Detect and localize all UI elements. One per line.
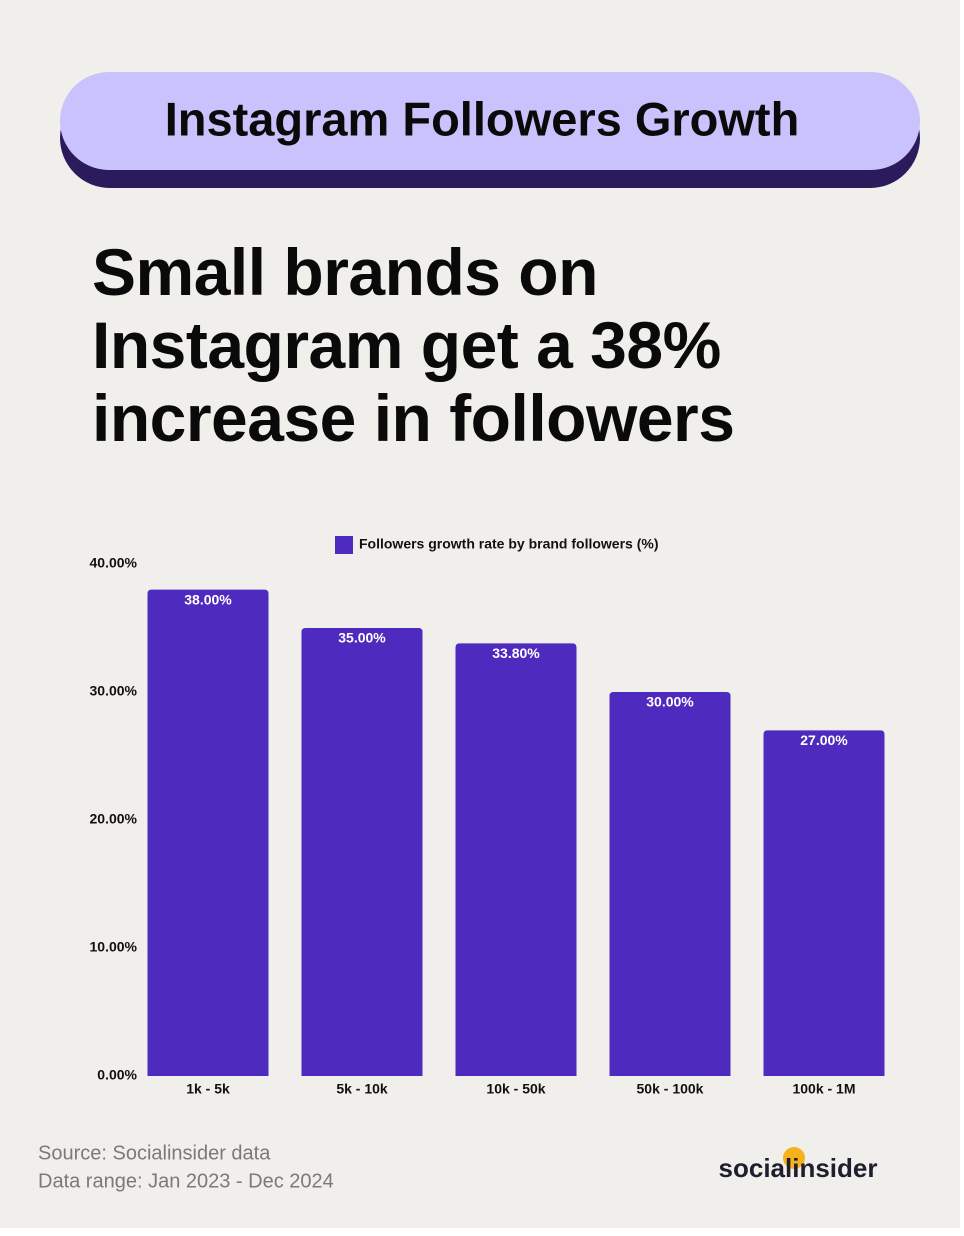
value-label: 33.80% — [492, 645, 540, 661]
source: Source: Socialinsider data — [38, 1142, 271, 1164]
y-tick-label: 30.00% — [90, 683, 138, 699]
bar — [763, 730, 885, 1076]
banner — [60, 72, 920, 170]
logo-dot — [783, 1147, 805, 1169]
x-tick-label: 50k - 100k — [637, 1081, 704, 1097]
bar — [301, 628, 423, 1076]
bar — [147, 589, 269, 1076]
legend-label: Followers growth rate by brand followers… — [359, 536, 658, 552]
x-tick-label: 10k - 50k — [486, 1081, 545, 1097]
value-label: 27.00% — [800, 732, 848, 748]
x-tick-label: 100k - 1M — [792, 1081, 855, 1097]
y-tick-label: 0.00% — [97, 1067, 137, 1083]
x-tick-label: 1k - 5k — [186, 1081, 230, 1097]
headline: Small brands on Instagram get a 38% incr… — [92, 235, 735, 455]
logo: socialinsider — [719, 1153, 878, 1183]
y-tick-label: 20.00% — [90, 811, 138, 827]
value-label: 35.00% — [338, 630, 386, 646]
y-tick-label: 40.00% — [90, 555, 138, 571]
y-tick-label: 10.00% — [90, 939, 138, 955]
legend-swatch — [335, 536, 353, 554]
chart-title: Instagram Followers Growth — [165, 92, 800, 145]
x-tick-label: 5k - 10k — [336, 1081, 388, 1097]
data-range: Data range: Jan 2023 - Dec 2024 — [38, 1170, 334, 1192]
bar — [609, 692, 731, 1076]
bar — [455, 643, 577, 1076]
value-label: 38.00% — [184, 591, 232, 607]
value-label: 30.00% — [646, 694, 694, 710]
